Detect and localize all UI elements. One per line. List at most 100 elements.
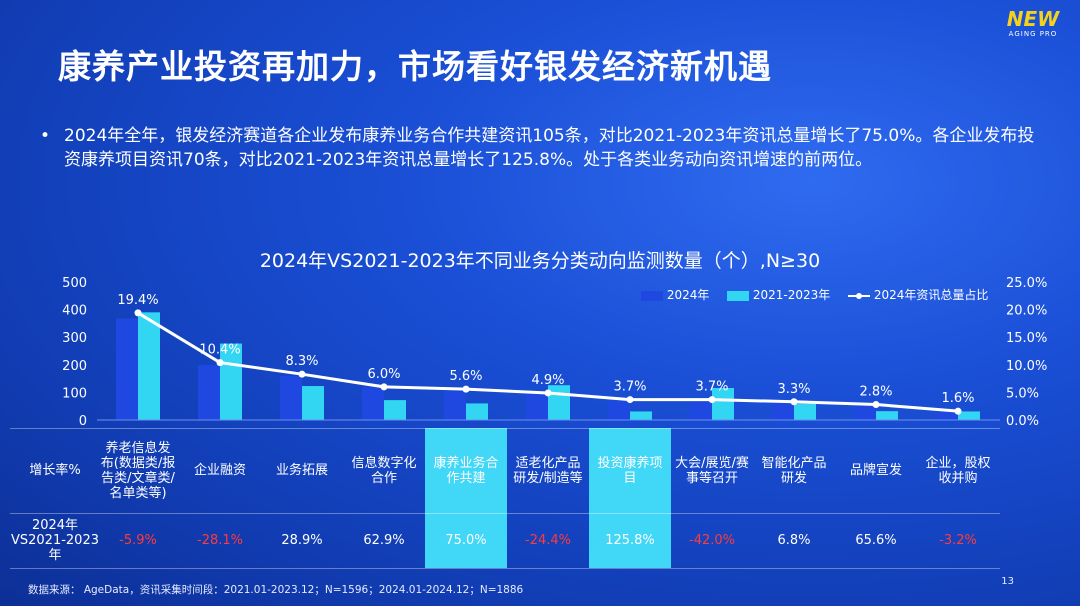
y2-tick-label: 25.0% — [1006, 276, 1047, 291]
share-point — [708, 396, 716, 404]
table-growth-value: 6.8% — [777, 533, 811, 548]
share-data-label: 5.6% — [449, 369, 482, 384]
highlight-column — [425, 428, 507, 568]
table-growth-value: -28.1% — [197, 533, 243, 548]
y2-tick-label: 0.0% — [1006, 414, 1039, 429]
legend-2021-2023: 2021-2023年 — [727, 286, 830, 303]
table-growth-value: 28.9% — [281, 533, 323, 548]
legend-swatch-2024 — [641, 290, 663, 301]
y-tick-label: 300 — [62, 331, 87, 346]
share-point — [134, 309, 142, 317]
table-growth-value: -3.2% — [939, 533, 977, 548]
summary-text: 2024年全年，银发经济赛道各企业发布康养业务合作共建资讯105条，对比2021… — [64, 126, 1035, 170]
bar-2024 — [198, 365, 220, 420]
y-tick-label: 400 — [62, 304, 87, 319]
table-category-label: 大会/展览/赛 事等召开 — [675, 455, 749, 486]
bar-2021-2023 — [466, 403, 488, 420]
data-source: 数据来源： AgeData，资讯采集时间段：2021.01-2023.12；N=… — [28, 584, 524, 596]
logo-line1: NEW — [1006, 7, 1060, 31]
share-data-label: 10.4% — [199, 343, 240, 358]
table-growth-value: -24.4% — [525, 533, 571, 548]
table-category-label: 企业融资 — [193, 463, 246, 478]
share-data-label: 1.6% — [941, 391, 974, 406]
table-growth-value: 65.6% — [855, 533, 897, 548]
y-tick-label: 0 — [79, 414, 87, 429]
legend-label-2024: 2024年 — [666, 288, 710, 302]
table-growth-value: 62.9% — [363, 533, 405, 548]
share-data-label: 19.4% — [117, 293, 158, 308]
share-data-label: 6.0% — [367, 367, 400, 382]
table-growth-value: -5.9% — [119, 533, 157, 548]
bar-2021-2023 — [958, 411, 980, 420]
highlight-column — [589, 428, 671, 568]
bar-2024 — [854, 405, 876, 420]
bar-2024 — [772, 402, 794, 420]
share-data-label: 2.8% — [859, 385, 892, 400]
table-row-divider — [10, 568, 1000, 569]
summary-bullet: • 2024年全年，银发经济赛道各企业发布康养业务合作共建资讯105条，对比20… — [40, 124, 1050, 172]
share-data-label: 3.7% — [613, 380, 646, 395]
table-category-label: 信息数字化 合作 — [351, 455, 417, 486]
share-point — [544, 389, 552, 397]
bar-2024 — [936, 411, 958, 420]
share-data-label: 3.7% — [695, 380, 728, 395]
legend-share: 2024年资讯总量占比 — [848, 286, 988, 303]
y-tick-label: 100 — [62, 386, 87, 401]
share-point — [626, 396, 634, 404]
page-title: 康养产业投资再加力，市场看好银发经济新机遇 — [58, 47, 772, 86]
table-header-label: 增长率% — [29, 463, 81, 478]
chart-title: 2024年VS2021-2023年不同业务分类动向监测数量（个）,N≥30 — [259, 250, 821, 272]
y2-tick-label: 20.0% — [1006, 304, 1047, 319]
bar-2021-2023 — [548, 385, 570, 420]
share-point — [462, 385, 470, 393]
bar-2021-2023 — [302, 386, 324, 420]
table-category-label: 康养业务合 作共建 — [433, 455, 499, 486]
share-point — [954, 407, 962, 415]
share-point — [790, 398, 798, 406]
y2-tick-label: 15.0% — [1006, 331, 1047, 346]
table-category-label: 品牌宣发 — [849, 463, 902, 478]
table-growth-value: 75.0% — [445, 533, 487, 548]
share-point — [298, 370, 306, 378]
share-data-label: 4.9% — [531, 373, 564, 388]
bar-2024 — [362, 387, 384, 420]
bar-2021-2023 — [384, 400, 406, 420]
bar-2024 — [116, 318, 138, 420]
table-category-label: 企业，股权 收并购 — [925, 455, 991, 486]
bar-2024 — [444, 391, 466, 420]
table-growth-value: 125.8% — [605, 533, 655, 548]
bar-2021-2023 — [630, 411, 652, 420]
bar-2024 — [608, 400, 630, 420]
table-category-label: 适老化产品 研发/制造等 — [513, 455, 583, 486]
y2-tick-label: 10.0% — [1006, 359, 1047, 374]
table-category-label: 业务拓展 — [275, 463, 328, 478]
table-category-label: 养老信息发 布(数据类/报 告类/文章类/ 名单类等) — [100, 440, 176, 501]
table-category-label: 智能化产品 研发 — [761, 455, 827, 486]
legend-2024: 2024年 — [641, 286, 709, 303]
table-category-label: 投资康养项 目 — [597, 455, 663, 486]
bar-2024 — [690, 401, 712, 420]
y-tick-label: 500 — [62, 276, 87, 291]
share-data-label: 8.3% — [285, 354, 318, 369]
share-point — [380, 383, 388, 391]
table-growth-value: -42.0% — [689, 533, 735, 548]
table-row-divider — [10, 513, 1000, 514]
y2-tick-label: 5.0% — [1006, 386, 1039, 401]
bar-2024 — [280, 376, 302, 420]
share-point — [872, 401, 880, 409]
brand-logo: NEW AGING PRO — [1004, 8, 1062, 40]
bar-2021-2023 — [712, 387, 734, 420]
y-tick-label: 200 — [62, 359, 87, 374]
table-row-label: 2024年 VS2021-2023 年 — [10, 518, 99, 563]
share-data-label: 3.3% — [777, 382, 810, 397]
legend-swatch-share — [848, 292, 870, 299]
bar-2021-2023 — [794, 403, 816, 420]
logo-line2: AGING PRO — [1008, 30, 1058, 38]
bar-2021-2023 — [138, 312, 160, 420]
legend-swatch-2021-2023 — [727, 290, 749, 301]
share-point — [216, 359, 224, 367]
bar-2021-2023 — [876, 411, 898, 420]
legend-label-2021-2023: 2021-2023年 — [752, 288, 831, 302]
page-number: 13 — [1001, 576, 1014, 587]
